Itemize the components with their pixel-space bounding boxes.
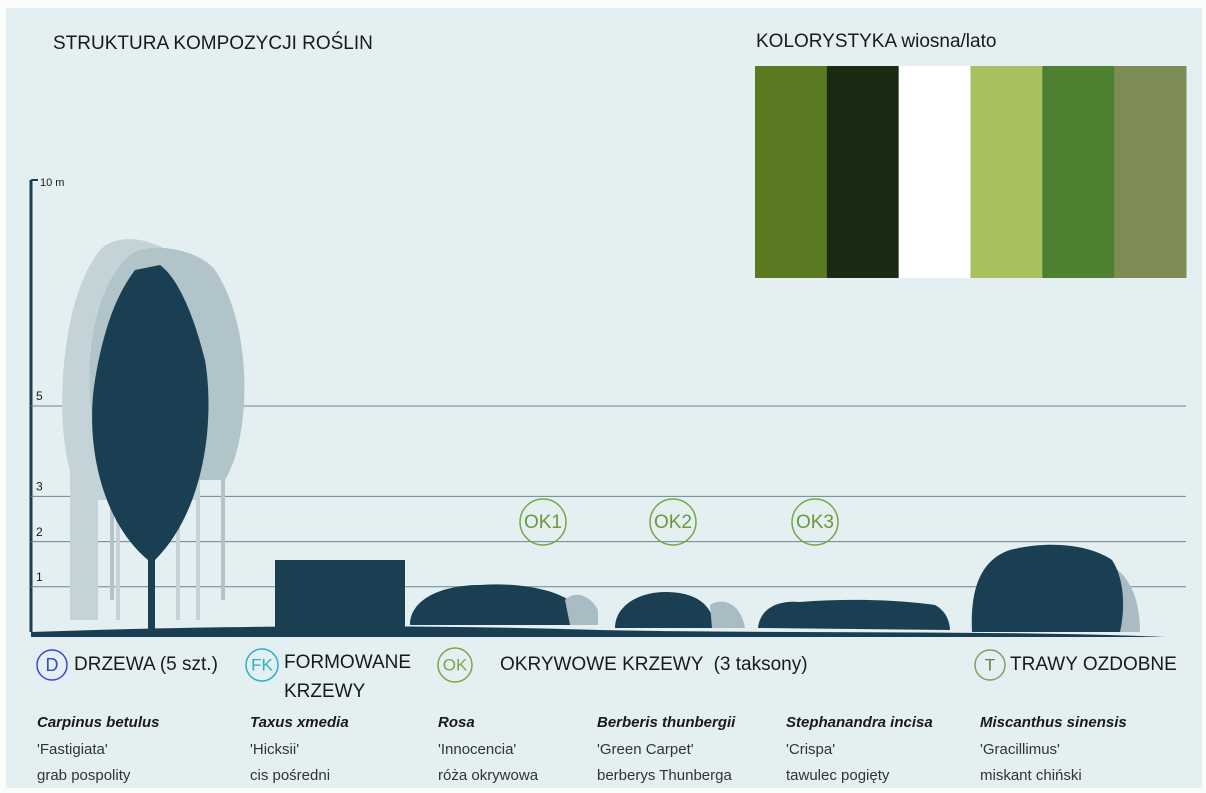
ground — [31, 626, 1165, 637]
grass — [971, 544, 1124, 632]
group-label: KRZEWY — [284, 681, 366, 702]
cultivar: 'Green Carpet' — [597, 741, 694, 758]
cultivar: 'Innocencia' — [438, 741, 516, 758]
formed-shrub — [275, 560, 405, 632]
common-name: grab pospolity — [37, 767, 131, 784]
latin-name: Carpinus betulus — [37, 714, 160, 731]
palette-title: KOLORYSTYKA wiosna/lato — [756, 31, 996, 52]
cultivar: 'Crispa' — [786, 741, 835, 758]
swatch — [898, 66, 971, 278]
latin-name: Rosa — [438, 714, 475, 731]
plant-list: Carpinus betulus 'Fastigiata' grab pospoli… — [37, 714, 1127, 784]
group-label: OKRYWOWE KRZEWY (3 taksony) — [500, 654, 808, 675]
badge-label: T — [985, 655, 995, 674]
badge — [437, 647, 473, 683]
scale-label: 3 — [36, 480, 43, 494]
group-label: TRAWY OZDOBNE — [1010, 654, 1177, 675]
common-name: berberys Thunberga — [597, 767, 732, 784]
group-label: FORMOWANE — [284, 652, 411, 673]
group-label: DRZEWA (5 szt.) — [74, 654, 218, 675]
swatch — [826, 66, 900, 278]
tree — [92, 265, 209, 630]
marker-label: OK2 — [654, 512, 692, 533]
common-name: miskant chiński — [980, 767, 1082, 784]
swatch — [970, 66, 1043, 278]
scale-label: 5 — [36, 389, 43, 403]
shrub-ghost — [565, 594, 598, 625]
cultivar: 'Fastigiata' — [37, 741, 108, 758]
latin-name: Taxus xmedia — [250, 714, 349, 731]
marker-label: OK3 — [796, 512, 834, 533]
scale-label: 2 — [36, 525, 43, 539]
latin-name: Stephanandra incisa — [786, 714, 933, 731]
common-name: róża okrywowa — [438, 767, 539, 784]
badge-label: FK — [251, 655, 273, 674]
marker-circle — [791, 498, 839, 546]
marker-circle — [519, 498, 567, 546]
scale-label: 10 m — [40, 177, 64, 189]
cultivar: 'Gracillimus' — [980, 741, 1060, 758]
shrub-berberis — [615, 592, 715, 628]
marker-circle — [649, 498, 697, 546]
common-name: tawulec pogięty — [786, 767, 890, 784]
badge-label: D — [46, 655, 59, 675]
shrub-ghost — [710, 601, 745, 628]
swatch — [1114, 66, 1187, 278]
marker-label: OK1 — [524, 512, 562, 533]
badge-label: OK — [443, 655, 468, 674]
common-name: cis pośredni — [250, 767, 330, 784]
palette — [755, 66, 1187, 278]
badge — [36, 649, 68, 681]
badge — [974, 649, 1006, 681]
latin-name: Berberis thunbergii — [597, 714, 736, 731]
shrub-stephanandra — [758, 599, 950, 630]
markers — [519, 498, 839, 546]
shrub-rosa — [410, 584, 580, 625]
badge — [245, 648, 279, 682]
swatch — [755, 66, 828, 278]
latin-name: Miscanthus sinensis — [980, 714, 1127, 731]
scale-label: 1 — [36, 570, 43, 584]
title: STRUKTURA KOMPOZYCJI ROŚLIN — [53, 32, 373, 54]
cultivar: 'Hicksii' — [250, 741, 299, 758]
swatch — [1042, 66, 1115, 278]
